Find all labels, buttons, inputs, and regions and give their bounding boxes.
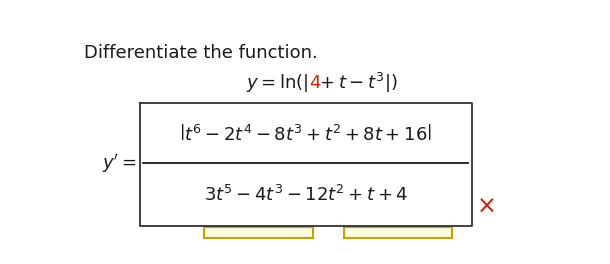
Text: $4$: $4$ (309, 73, 321, 92)
Text: $\left|t^{6} - 2t^{4} - 8t^{3} + t^{2} + 8t + 16\right|$: $\left|t^{6} - 2t^{4} - 8t^{3} + t^{2} +… (179, 125, 432, 145)
Text: ${}+ t - t^{3}|)$: ${}+ t - t^{3}|)$ (316, 70, 397, 95)
Text: $y' =$: $y' =$ (102, 152, 137, 175)
Text: $y = \ln(|$: $y = \ln(|$ (246, 72, 309, 93)
Text: Differentiate the function.: Differentiate the function. (84, 44, 318, 62)
Text: $3t^{5} - 4t^{3} - 12t^{2} + t + 4$: $3t^{5} - 4t^{3} - 12t^{2} + t + 4$ (204, 185, 407, 205)
FancyBboxPatch shape (204, 227, 312, 238)
Text: $\times$: $\times$ (476, 194, 495, 218)
FancyBboxPatch shape (343, 227, 452, 238)
